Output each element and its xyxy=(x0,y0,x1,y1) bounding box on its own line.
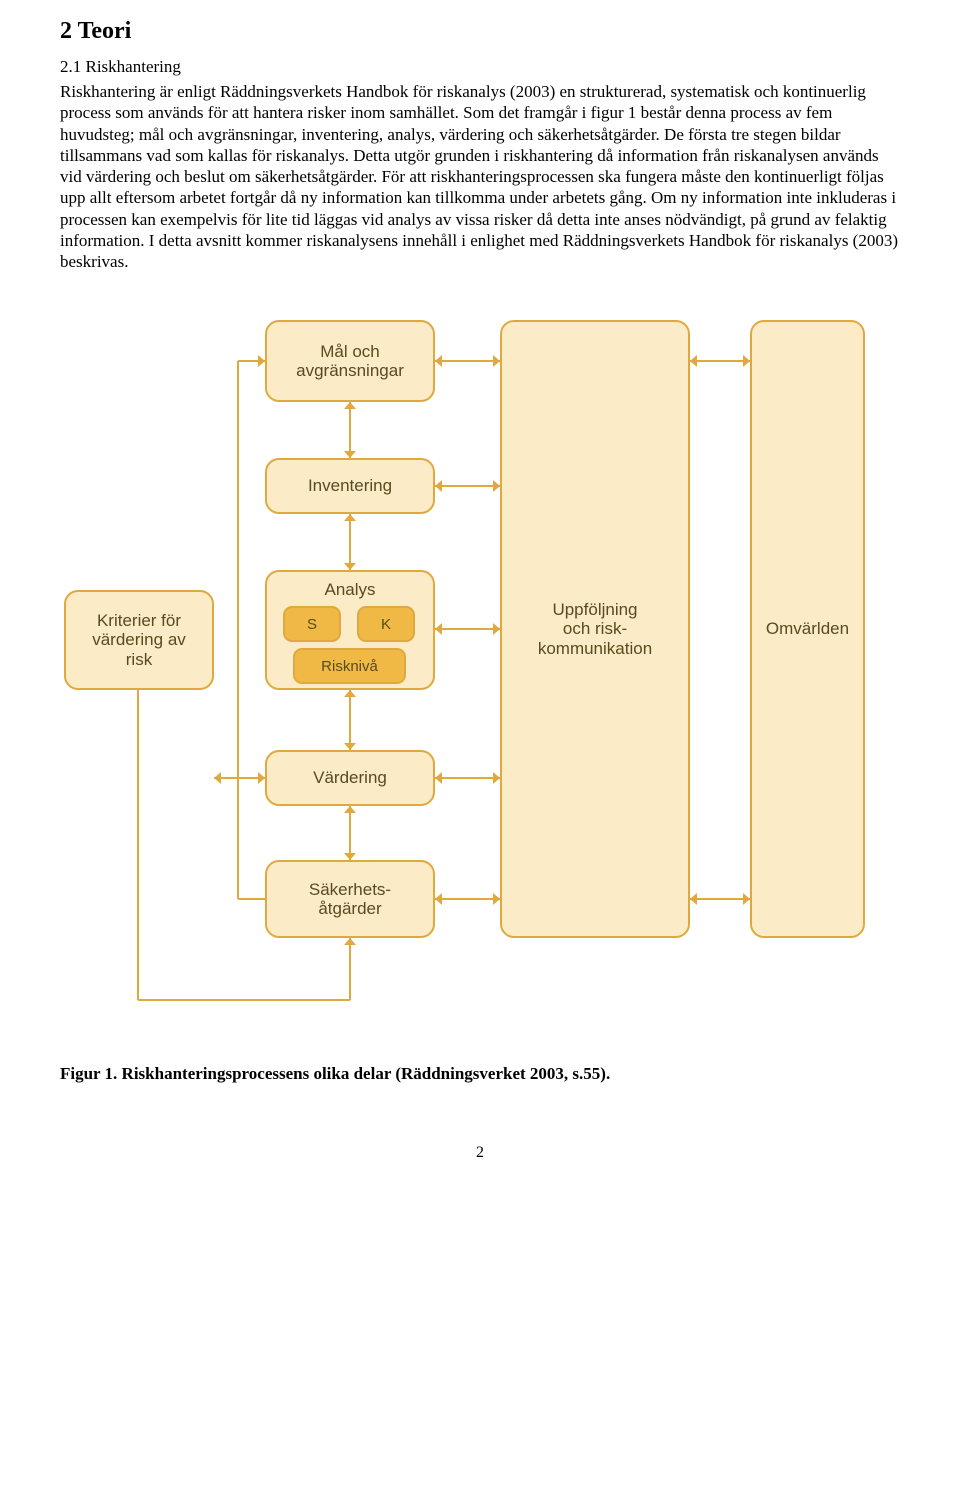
flowchart-connector xyxy=(349,402,351,458)
flowchart-node-sakerhets: Säkerhets- åtgärder xyxy=(265,860,435,938)
flowchart-connector xyxy=(349,806,351,860)
flowchart-diagram: Mål och avgränsningarInventeringAnalysVä… xyxy=(60,290,870,1040)
flowchart-node-kriterier: Kriterier för värdering av risk xyxy=(64,590,214,690)
flowchart-arrowhead xyxy=(690,355,697,367)
flowchart-connector xyxy=(690,898,750,900)
flowchart-connector xyxy=(349,514,351,570)
flowchart-connector xyxy=(349,938,351,1000)
flowchart-connector xyxy=(435,628,500,630)
flowchart-arrowhead xyxy=(435,480,442,492)
flowchart-arrowhead xyxy=(344,806,356,813)
flowchart-arrowhead xyxy=(258,355,265,367)
flowchart-node-uppfoljning: Uppföljning och risk- kommunikation xyxy=(500,320,690,938)
flowchart-connector xyxy=(435,777,500,779)
flowchart-connector xyxy=(137,690,139,1000)
flowchart-arrowhead xyxy=(435,893,442,905)
flowchart-connector xyxy=(349,690,351,750)
paragraph: Riskhantering är enligt Räddningsverkets… xyxy=(60,81,900,272)
page-number: 2 xyxy=(60,1144,900,1162)
flowchart-arrowhead xyxy=(258,772,265,784)
flowchart-connector xyxy=(237,361,239,899)
flowchart-node-omvarlden: Omvärlden xyxy=(750,320,865,938)
flowchart-connector xyxy=(238,898,265,900)
flowchart-connector xyxy=(690,360,750,362)
flowchart-arrowhead xyxy=(493,893,500,905)
flowchart-arrowhead xyxy=(493,480,500,492)
flowchart-node-inventering: Inventering xyxy=(265,458,435,514)
flowchart-arrowhead xyxy=(743,893,750,905)
flowchart-arrowhead xyxy=(344,690,356,697)
flowchart-arrowhead xyxy=(344,938,356,945)
figure-caption: Figur 1. Riskhanteringsprocessens olika … xyxy=(60,1064,900,1084)
flowchart-node-s: S xyxy=(283,606,341,642)
flowchart-arrowhead xyxy=(344,853,356,860)
flowchart-arrowhead xyxy=(344,514,356,521)
flowchart-arrowhead xyxy=(344,563,356,570)
flowchart-node-vardering: Värdering xyxy=(265,750,435,806)
flowchart-connector xyxy=(435,360,500,362)
flowchart-arrowhead xyxy=(493,772,500,784)
flowchart-arrowhead xyxy=(435,772,442,784)
flowchart-arrowhead xyxy=(214,772,221,784)
flowchart-arrowhead xyxy=(344,451,356,458)
flowchart-arrowhead xyxy=(493,623,500,635)
flowchart-arrowhead xyxy=(743,355,750,367)
section-heading: 2 Teori xyxy=(60,18,900,45)
flowchart-arrowhead xyxy=(344,743,356,750)
flowchart-arrowhead xyxy=(690,893,697,905)
flowchart-connector xyxy=(138,999,350,1001)
subsection-heading: 2.1 Riskhantering xyxy=(60,57,900,77)
flowchart-node-riskniva: Risknivå xyxy=(293,648,406,684)
flowchart-arrowhead xyxy=(435,623,442,635)
flowchart-arrowhead xyxy=(435,355,442,367)
flowchart-connector xyxy=(435,898,500,900)
flowchart-arrowhead xyxy=(344,402,356,409)
flowchart-node-k: K xyxy=(357,606,415,642)
flowchart-connector xyxy=(435,485,500,487)
flowchart-arrowhead xyxy=(493,355,500,367)
flowchart-node-mal: Mål och avgränsningar xyxy=(265,320,435,402)
